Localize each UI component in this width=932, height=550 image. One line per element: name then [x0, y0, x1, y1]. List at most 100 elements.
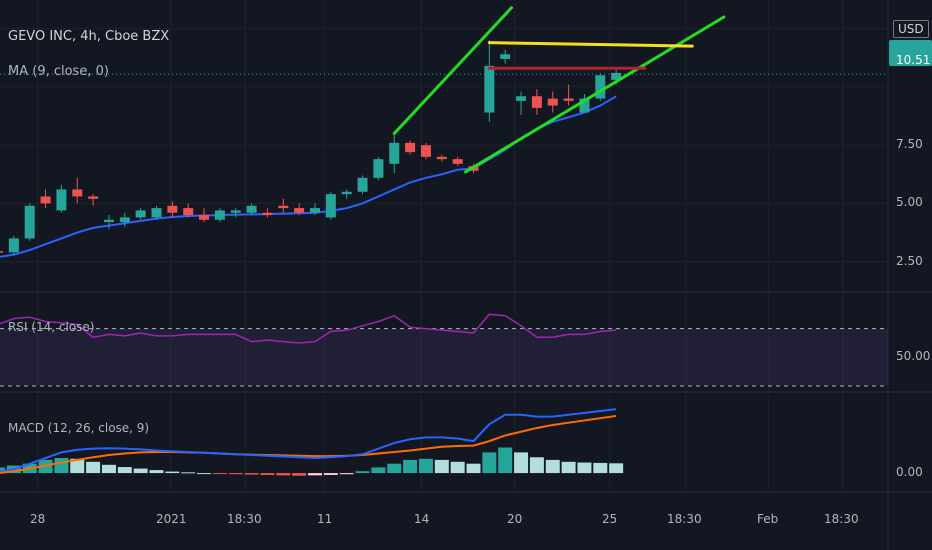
macd-histogram-bar	[387, 463, 402, 474]
ma-legend[interactable]: MA (9, close, 0)	[8, 64, 109, 79]
price-tick-label: 2.50	[896, 253, 923, 268]
candle-body	[611, 72, 622, 80]
macd-legend[interactable]: MACD (12, 26, close, 9)	[8, 421, 150, 435]
macd-histogram-bar	[308, 473, 322, 476]
macd-histogram-bar	[609, 463, 624, 474]
candle-body	[547, 98, 558, 106]
time-tick-label: 14	[414, 512, 430, 526]
macd-histogram-bar	[212, 473, 227, 475]
candle	[563, 84, 574, 106]
candle	[325, 191, 336, 220]
candle-body	[420, 145, 431, 157]
candle-body	[325, 194, 336, 218]
macd-histogram-bar	[323, 473, 338, 475]
time-tick-label: 18:30	[227, 512, 262, 526]
candle	[389, 131, 400, 174]
candle-body	[230, 210, 241, 213]
candle	[103, 215, 114, 230]
candle	[230, 208, 241, 218]
macd-histogram-bar	[165, 471, 180, 474]
candle-body	[389, 142, 400, 164]
candle	[262, 208, 273, 218]
candle	[278, 198, 289, 213]
trendline-drawing	[464, 15, 726, 174]
rsi-legend[interactable]: RSI (14, close)	[8, 320, 95, 334]
candle-body	[563, 98, 574, 101]
candle-body	[151, 208, 162, 218]
macd-line	[0, 408, 617, 472]
candle	[595, 72, 606, 101]
candle-body	[516, 96, 527, 101]
candle-body	[8, 238, 19, 253]
time-tick-label: Feb	[757, 512, 779, 526]
candle	[8, 236, 19, 255]
candle-body	[40, 196, 51, 204]
candle	[436, 154, 447, 162]
candle-body	[214, 210, 225, 220]
macd-histogram-bar	[529, 457, 544, 474]
time-tick-label: 2021	[156, 512, 187, 526]
candle	[72, 177, 83, 204]
candle-body	[72, 189, 83, 197]
macd-histogram-bar	[593, 462, 608, 474]
macd-histogram-bar	[418, 458, 433, 474]
candle-body	[500, 54, 511, 59]
macd-histogram-bar	[54, 458, 69, 474]
candle-body	[246, 205, 257, 213]
macd-histogram-bar	[292, 473, 307, 476]
price-tick-label: 5.00	[896, 195, 923, 210]
candle	[500, 49, 511, 64]
macd-histogram-bar	[149, 470, 164, 474]
macd-histogram-bar	[482, 452, 497, 474]
macd-histogram-bar	[561, 461, 576, 474]
candle	[420, 142, 431, 160]
candle-body	[436, 156, 447, 160]
macd-histogram-bar	[197, 473, 212, 475]
candle-body	[579, 98, 590, 113]
macd-histogram-bar	[371, 467, 386, 474]
macd-histogram-bar	[117, 467, 132, 474]
candle	[531, 89, 542, 115]
candle	[119, 212, 130, 227]
candle	[24, 203, 35, 241]
macd-histogram-bar	[545, 459, 560, 474]
currency-badge[interactable]: USD	[893, 20, 929, 38]
candle-body	[262, 212, 273, 216]
ma-line	[0, 95, 617, 258]
candle	[357, 175, 368, 195]
macd-histogram-bar	[276, 473, 291, 476]
macd-histogram-bar	[70, 458, 85, 474]
candle	[373, 156, 384, 181]
candle	[40, 189, 51, 209]
macd-signal-line	[0, 414, 617, 474]
candle-body	[103, 219, 114, 223]
candle-body	[56, 189, 67, 211]
candle	[0, 251, 3, 253]
price-badge: 10.51	[889, 40, 932, 66]
candle-body	[0, 251, 3, 253]
candle	[151, 205, 162, 220]
time-tick-label: 20	[507, 512, 523, 526]
macd-histogram-bar	[133, 468, 148, 474]
candle	[579, 93, 590, 113]
candle	[405, 140, 416, 155]
candle	[167, 201, 178, 218]
candle	[484, 40, 495, 122]
rsi-tick-label: 50.00	[896, 349, 931, 364]
candle-body	[88, 196, 99, 199]
candle-body	[135, 210, 146, 218]
candle	[547, 91, 558, 113]
candle-body	[341, 191, 352, 195]
macd-histogram-bar	[260, 473, 275, 475]
macd-histogram-bar	[577, 462, 592, 474]
candle-body	[294, 208, 305, 213]
macd-histogram-bar	[181, 472, 196, 474]
candle	[516, 91, 527, 115]
candle-body	[24, 205, 35, 239]
time-tick-label: 25	[602, 512, 618, 526]
candle	[214, 208, 225, 223]
candle	[452, 156, 463, 167]
candle-body	[357, 177, 368, 192]
candle	[88, 194, 99, 206]
